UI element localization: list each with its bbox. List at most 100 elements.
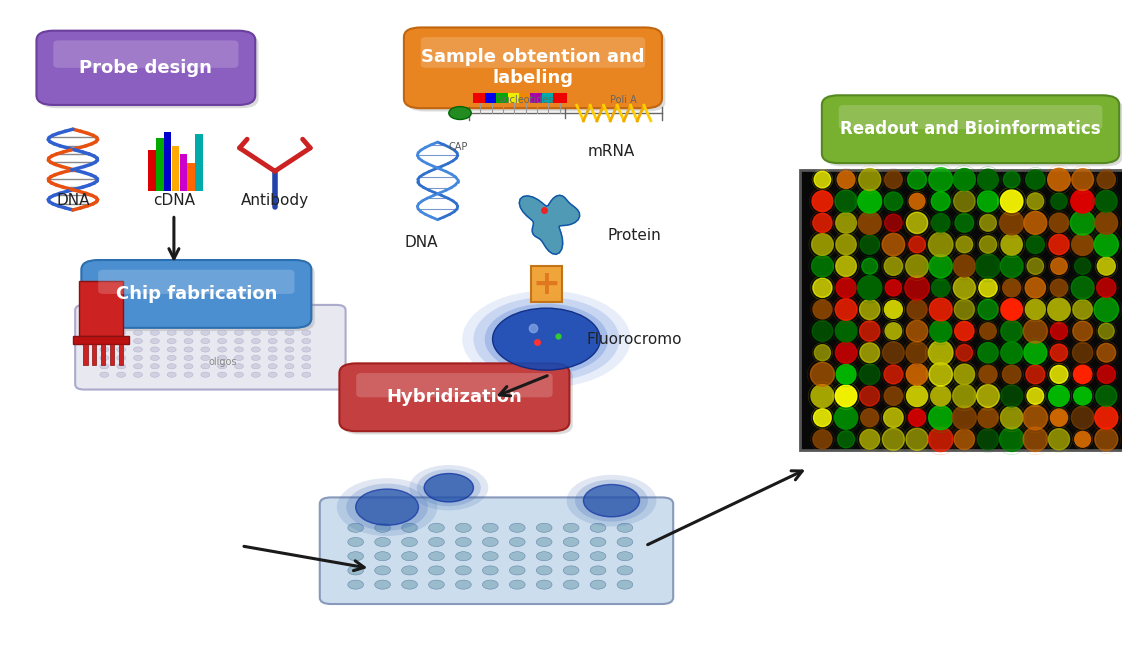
Ellipse shape (1096, 278, 1116, 297)
Ellipse shape (813, 409, 831, 426)
Ellipse shape (980, 323, 996, 339)
Circle shape (337, 478, 438, 536)
Ellipse shape (956, 344, 973, 361)
Circle shape (536, 537, 552, 547)
FancyBboxPatch shape (357, 373, 552, 397)
Circle shape (117, 322, 126, 327)
Circle shape (402, 537, 417, 547)
Circle shape (218, 372, 227, 377)
Circle shape (583, 484, 640, 517)
Bar (542, 93, 555, 103)
Bar (110, 344, 114, 365)
Circle shape (285, 372, 294, 377)
Circle shape (456, 537, 471, 547)
Circle shape (509, 580, 525, 589)
Text: Sample obtention and
labeling: Sample obtention and labeling (421, 48, 645, 87)
Ellipse shape (1026, 278, 1046, 298)
Circle shape (356, 489, 419, 525)
FancyBboxPatch shape (800, 170, 1122, 450)
Circle shape (251, 355, 260, 360)
Ellipse shape (810, 362, 835, 386)
Circle shape (563, 537, 579, 547)
Circle shape (473, 297, 619, 381)
Circle shape (251, 364, 260, 369)
Ellipse shape (929, 255, 953, 278)
Ellipse shape (905, 428, 928, 450)
Ellipse shape (815, 344, 830, 361)
Circle shape (617, 566, 633, 575)
Bar (531, 93, 544, 103)
Circle shape (117, 330, 126, 335)
FancyBboxPatch shape (156, 138, 164, 191)
Ellipse shape (1097, 343, 1115, 362)
Ellipse shape (812, 278, 833, 297)
Circle shape (100, 339, 109, 344)
FancyBboxPatch shape (148, 150, 156, 191)
Ellipse shape (1051, 193, 1067, 209)
Circle shape (184, 339, 193, 344)
Ellipse shape (1072, 406, 1094, 429)
Ellipse shape (859, 299, 880, 320)
Ellipse shape (1048, 169, 1070, 191)
Ellipse shape (931, 214, 950, 232)
Ellipse shape (955, 213, 974, 233)
Circle shape (302, 330, 311, 335)
FancyBboxPatch shape (180, 154, 187, 191)
Ellipse shape (1074, 365, 1092, 384)
Ellipse shape (1027, 258, 1043, 275)
Circle shape (536, 580, 552, 589)
FancyBboxPatch shape (40, 34, 258, 108)
Bar (473, 93, 487, 103)
Circle shape (150, 330, 159, 335)
Ellipse shape (907, 213, 928, 233)
Ellipse shape (978, 342, 999, 363)
FancyBboxPatch shape (343, 367, 572, 434)
Circle shape (456, 552, 471, 561)
Text: DNA: DNA (56, 193, 90, 208)
Ellipse shape (835, 385, 857, 407)
Ellipse shape (1049, 234, 1069, 255)
Ellipse shape (884, 171, 902, 189)
Ellipse shape (811, 255, 834, 277)
Ellipse shape (812, 321, 833, 341)
Ellipse shape (857, 276, 882, 300)
Ellipse shape (977, 191, 999, 212)
Ellipse shape (956, 236, 973, 253)
Circle shape (201, 322, 210, 327)
Ellipse shape (882, 428, 904, 450)
Circle shape (563, 580, 579, 589)
Circle shape (590, 523, 606, 532)
Circle shape (375, 566, 390, 575)
Circle shape (201, 347, 210, 352)
Ellipse shape (954, 255, 975, 277)
Ellipse shape (859, 430, 880, 449)
Circle shape (134, 347, 142, 352)
Ellipse shape (859, 386, 880, 406)
Text: mRNA: mRNA (588, 144, 635, 160)
Ellipse shape (976, 384, 1000, 408)
Circle shape (590, 566, 606, 575)
Ellipse shape (1001, 385, 1023, 407)
FancyBboxPatch shape (407, 30, 665, 111)
Ellipse shape (1070, 211, 1095, 235)
Circle shape (251, 330, 260, 335)
Ellipse shape (980, 236, 996, 253)
FancyBboxPatch shape (81, 260, 311, 328)
Ellipse shape (885, 323, 902, 339)
FancyBboxPatch shape (421, 37, 645, 68)
Circle shape (234, 339, 243, 344)
Ellipse shape (884, 387, 902, 405)
Circle shape (302, 347, 311, 352)
Circle shape (201, 372, 210, 377)
Ellipse shape (1094, 297, 1119, 322)
Ellipse shape (929, 362, 953, 386)
Circle shape (567, 475, 656, 526)
Circle shape (218, 355, 227, 360)
Ellipse shape (1024, 211, 1047, 234)
Ellipse shape (884, 257, 902, 275)
Ellipse shape (929, 298, 953, 321)
Circle shape (167, 322, 176, 327)
Circle shape (348, 580, 364, 589)
Ellipse shape (907, 364, 928, 385)
Circle shape (574, 479, 649, 522)
